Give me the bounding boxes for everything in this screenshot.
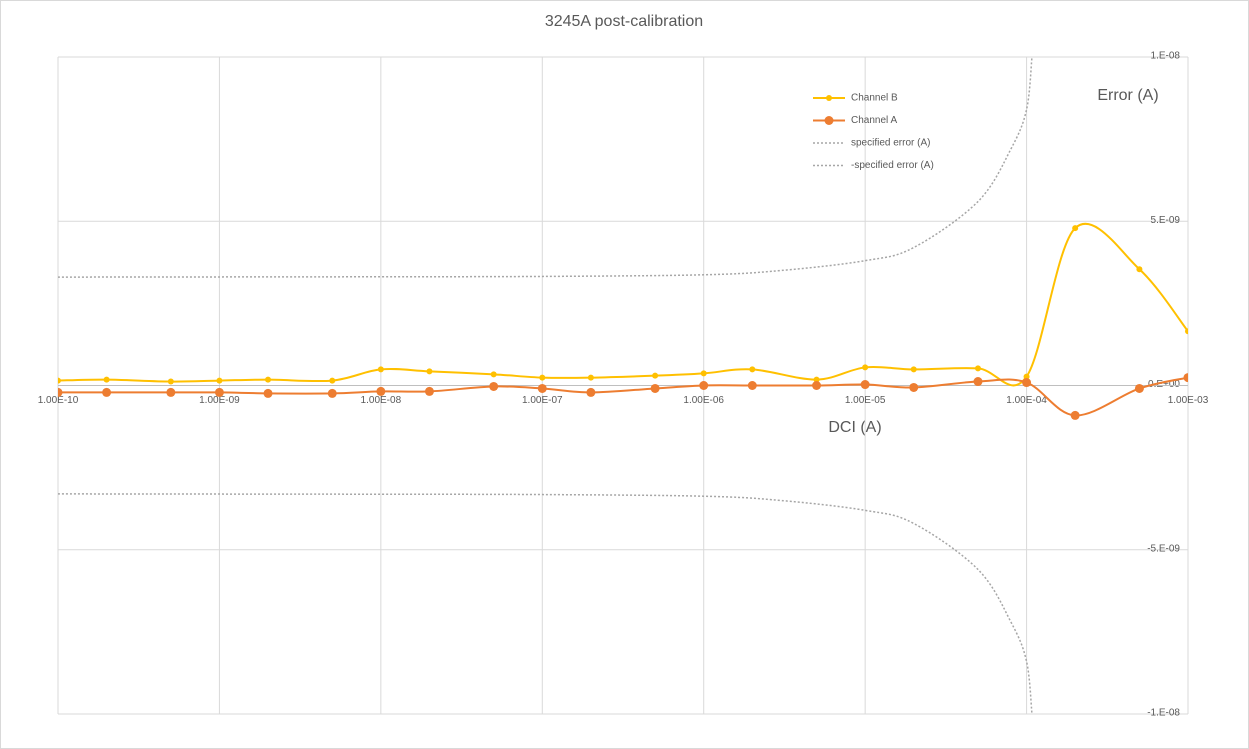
- x-tick-label: 1.00E-09: [199, 395, 240, 406]
- data-point: [216, 377, 223, 384]
- data-point: [909, 382, 919, 392]
- x-tick-label: 1.00E-05: [845, 395, 886, 406]
- data-point: [1134, 383, 1144, 393]
- data-point: [650, 383, 660, 393]
- data-point: [1072, 225, 1079, 232]
- data-point: [424, 386, 434, 396]
- x-tick-label: 1.00E-06: [683, 395, 724, 406]
- data-point: [699, 381, 709, 390]
- legend-label: -specified error (A): [851, 160, 934, 171]
- legend-label: Channel B: [851, 93, 898, 104]
- series-line: [58, 57, 1033, 278]
- data-point: [167, 378, 174, 385]
- data-point: [1185, 328, 1188, 335]
- x-axis-label: DCI (A): [828, 419, 881, 436]
- data-point: [700, 370, 707, 377]
- data-point: [813, 376, 820, 383]
- data-point: [214, 387, 224, 397]
- series-line: [58, 493, 1033, 714]
- data-point: [102, 387, 112, 397]
- x-tick-label: 1.00E-08: [361, 395, 402, 406]
- data-point: [263, 388, 273, 398]
- data-point: [490, 371, 497, 378]
- y-tick-label: 5.E-09: [1151, 215, 1181, 226]
- data-point: [327, 388, 337, 398]
- data-point: [749, 366, 756, 373]
- data-point: [974, 365, 981, 372]
- data-point: [58, 377, 61, 384]
- data-point: [539, 374, 546, 381]
- data-point: [812, 381, 822, 390]
- data-point: [537, 383, 547, 393]
- data-point: [860, 380, 870, 390]
- series-line: [58, 376, 1188, 417]
- y-tick-label: 1.E-08: [1151, 51, 1181, 62]
- data-point: [376, 386, 386, 396]
- data-point: [329, 377, 336, 384]
- data-point: [586, 387, 596, 397]
- data-point: [1070, 410, 1080, 420]
- y-tick-label: 0.E+00: [1148, 379, 1180, 390]
- data-point: [1183, 373, 1188, 383]
- data-point: [1022, 378, 1032, 388]
- y-tick-label: -1.E-08: [1147, 708, 1180, 719]
- data-point: [587, 374, 594, 381]
- data-point: [166, 387, 176, 397]
- data-point: [265, 376, 272, 383]
- y-tick-label: -5.E-09: [1147, 543, 1180, 554]
- legend-marker: [826, 95, 832, 101]
- data-point: [862, 364, 869, 371]
- x-tick-label: 1.00E-03: [1168, 395, 1209, 406]
- y-axis-label: Error (A): [1097, 87, 1158, 104]
- x-tick-label: 1.00E-04: [1006, 395, 1047, 406]
- data-point: [1023, 373, 1030, 380]
- chart-title: 3245A post-calibration: [545, 13, 703, 30]
- data-point: [103, 376, 110, 383]
- data-point: [426, 368, 433, 375]
- data-point: [747, 381, 757, 390]
- x-tick-label: 1.00E-07: [522, 395, 563, 406]
- legend-marker: [824, 116, 834, 125]
- legend-label: Channel A: [851, 115, 897, 126]
- data-point: [377, 366, 384, 373]
- data-point: [973, 377, 983, 387]
- data-point: [58, 387, 63, 397]
- data-point: [1136, 266, 1143, 273]
- x-tick-label: 1.00E-10: [38, 395, 79, 406]
- data-point: [652, 372, 659, 379]
- data-point: [489, 381, 499, 391]
- legend-label: specified error (A): [851, 138, 930, 149]
- plot-area: [58, 57, 1188, 714]
- data-point: [910, 366, 917, 373]
